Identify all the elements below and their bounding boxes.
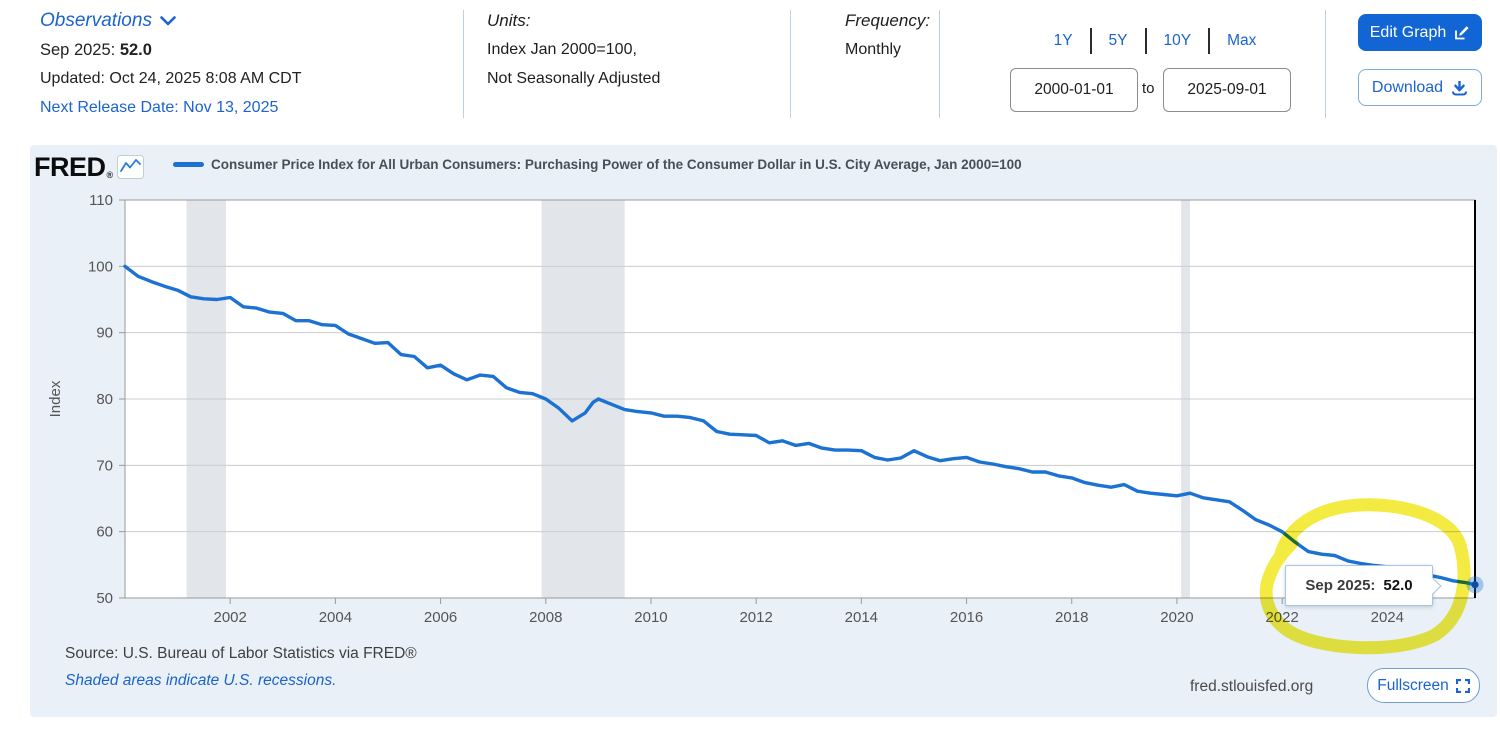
x-tick-label: 2002 [214,609,247,626]
download-button[interactable]: Download [1358,69,1482,106]
download-icon [1452,80,1468,95]
x-tick-label: 2012 [739,609,772,626]
range-separator [1208,28,1211,54]
fullscreen-button[interactable]: Fullscreen [1367,668,1480,703]
legend-series-title: Consumer Price Index for All Urban Consu… [211,157,1022,172]
range-separator [1089,28,1092,54]
range-button-5y[interactable]: 5Y [1108,32,1128,49]
x-tick-label: 2024 [1371,609,1404,626]
fred-logo-mark: ® [106,170,114,180]
edit-graph-button[interactable]: Edit Graph [1358,14,1482,51]
fred-sparkline-icon [117,155,145,179]
date-from-input[interactable]: 2000-01-01 [1010,68,1138,112]
header-divider [939,10,940,118]
fred-logo: FRED [34,151,106,182]
x-tick-label: 2010 [634,609,667,626]
y-tick-label: 50 [96,590,113,607]
x-tick-label: 2014 [845,609,878,626]
y-tick-label: 80 [96,391,113,408]
edit-pencil-icon [1455,25,1469,39]
observations-dropdown[interactable]: Observations [40,10,176,32]
x-tick-label: 2018 [1055,609,1088,626]
x-tick-label: 2008 [529,609,562,626]
header-divider [790,10,791,118]
updated-timestamp: Updated: Oct 24, 2025 8:08 AM CDT [40,70,302,87]
y-tick-label: 100 [88,258,113,275]
header-divider [1325,10,1326,118]
chevron-down-icon [160,16,176,26]
range-separator [1144,28,1147,54]
x-tick-label: 2006 [424,609,457,626]
data-tooltip: Sep 2025: 52.0 [1285,565,1442,606]
fred-chart-panel: FRED ® Consumer Price Index for All Urba… [30,145,1497,717]
tooltip-value: 52.0 [1383,577,1413,594]
units-value-line2: Not Seasonally Adjusted [487,70,661,87]
range-button-1y[interactable]: 1Y [1053,32,1073,49]
frequency-value: Monthly [845,41,902,58]
date-range-selector: 1Y 5Y 10Y Max [1015,28,1295,54]
range-button-max[interactable]: Max [1227,32,1257,49]
tooltip-date: Sep 2025: [1305,577,1376,594]
range-button-10y[interactable]: 10Y [1163,32,1192,49]
current-observation: Sep 2025: 52.0 [40,41,152,60]
units-label: Units: [487,11,531,30]
date-to-label: to [1142,80,1155,97]
highlight-marker-circle [1259,498,1471,655]
next-release-link[interactable]: Next Release Date: Nov 13, 2025 [40,99,279,116]
edit-graph-label: Edit Graph [1369,23,1447,41]
y-axis-title: Index [47,380,64,417]
fullscreen-icon [1455,678,1470,693]
fullscreen-label: Fullscreen [1377,676,1449,694]
y-tick-label: 70 [96,457,113,474]
data-point-dot[interactable] [1471,581,1479,589]
observation-date: Sep 2025: [40,41,116,59]
date-to-input[interactable]: 2025-09-01 [1163,68,1291,112]
legend-line-swatch [173,162,204,167]
x-tick-label: 2004 [319,609,352,626]
download-label: Download [1371,78,1444,96]
site-url: fred.stlouisfed.org [1190,678,1314,695]
recession-note-link[interactable]: Shaded areas indicate U.S. recessions. [65,672,337,689]
frequency-label: Frequency: [845,11,931,30]
observation-header: Observations Sep 2025: 52.0 Updated: Oct… [0,0,1500,132]
fred-brand-row: FRED ® [34,151,145,183]
data-series-line [123,264,1477,587]
observations-label: Observations [40,10,152,31]
line-chart[interactable]: 50 60 70 80 90 100 110 Index 2002 2004 2006 2008 201… [30,185,1497,663]
x-tick-label: 2016 [950,609,983,626]
y-tick-label: 60 [96,524,113,541]
header-divider [463,10,464,118]
x-tick-label: 2020 [1160,609,1193,626]
y-tick-label: 90 [96,325,113,342]
series-legend: Consumer Price Index for All Urban Consu… [173,157,1022,172]
source-attribution: Source: U.S. Bureau of Labor Statistics … [65,645,417,662]
units-value-line1: Index Jan 2000=100, [487,41,637,58]
observation-value: 52.0 [119,41,152,59]
y-tick-label: 110 [89,192,113,209]
